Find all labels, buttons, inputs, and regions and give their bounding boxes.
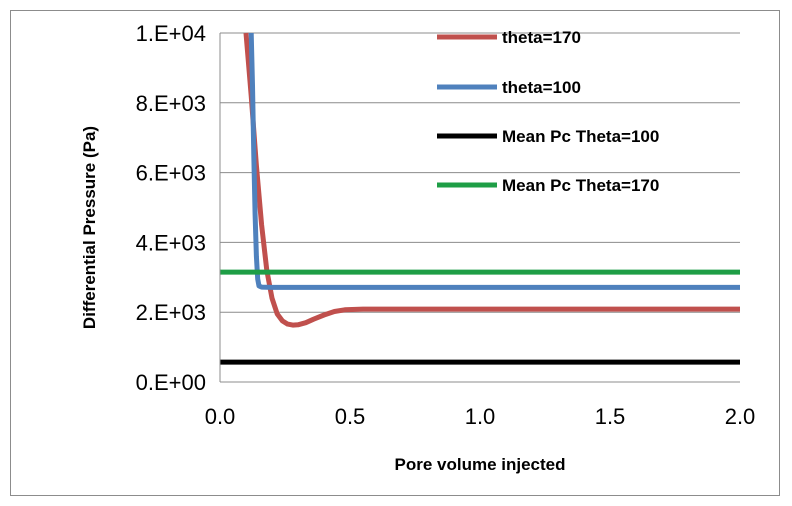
chart-frame xyxy=(10,10,780,496)
y-tick-label-0: 0.E+00 xyxy=(136,370,206,395)
y-tick-label-4: 8.E+03 xyxy=(136,91,206,116)
y-tick-label-1: 2.E+03 xyxy=(136,300,206,325)
y-axis-label: Differential Pressure (Pa) xyxy=(80,126,99,329)
grid-lines xyxy=(220,32,740,313)
y-tick-label-2: 4.E+03 xyxy=(136,230,206,255)
x-axis-label: Pore volume injected xyxy=(395,455,566,474)
y-tick-label-5: 1.E+04 xyxy=(136,21,206,46)
legend-label-theta-100: theta=100 xyxy=(502,78,581,97)
legend-label-mean-pc-theta-100: Mean Pc Theta=100 xyxy=(502,127,659,146)
legend: theta=170 theta=100 Mean Pc Theta=100 Mean … xyxy=(437,28,659,195)
series-line-theta-100 xyxy=(248,32,740,290)
x-tick-label-1: 0.5 xyxy=(335,404,366,429)
series-line-theta-170 xyxy=(243,32,740,328)
x-tick-label-4: 2.0 xyxy=(725,404,756,429)
series-lines xyxy=(220,32,740,365)
tick-labels: 0.E+00 2.E+03 4.E+03 6.E+03 8.E+03 1.E+04 0.0 0… xyxy=(136,21,756,429)
legend-label-mean-pc-theta-170: Mean Pc Theta=170 xyxy=(502,176,659,195)
x-tick-label-3: 1.5 xyxy=(595,404,626,429)
y-tick-label-3: 6.E+03 xyxy=(136,161,206,186)
axes xyxy=(219,33,740,383)
x-tick-label-0: 0.0 xyxy=(205,404,236,429)
x-tick-label-2: 1.0 xyxy=(465,404,496,429)
legend-label-theta-170: theta=170 xyxy=(502,28,581,47)
